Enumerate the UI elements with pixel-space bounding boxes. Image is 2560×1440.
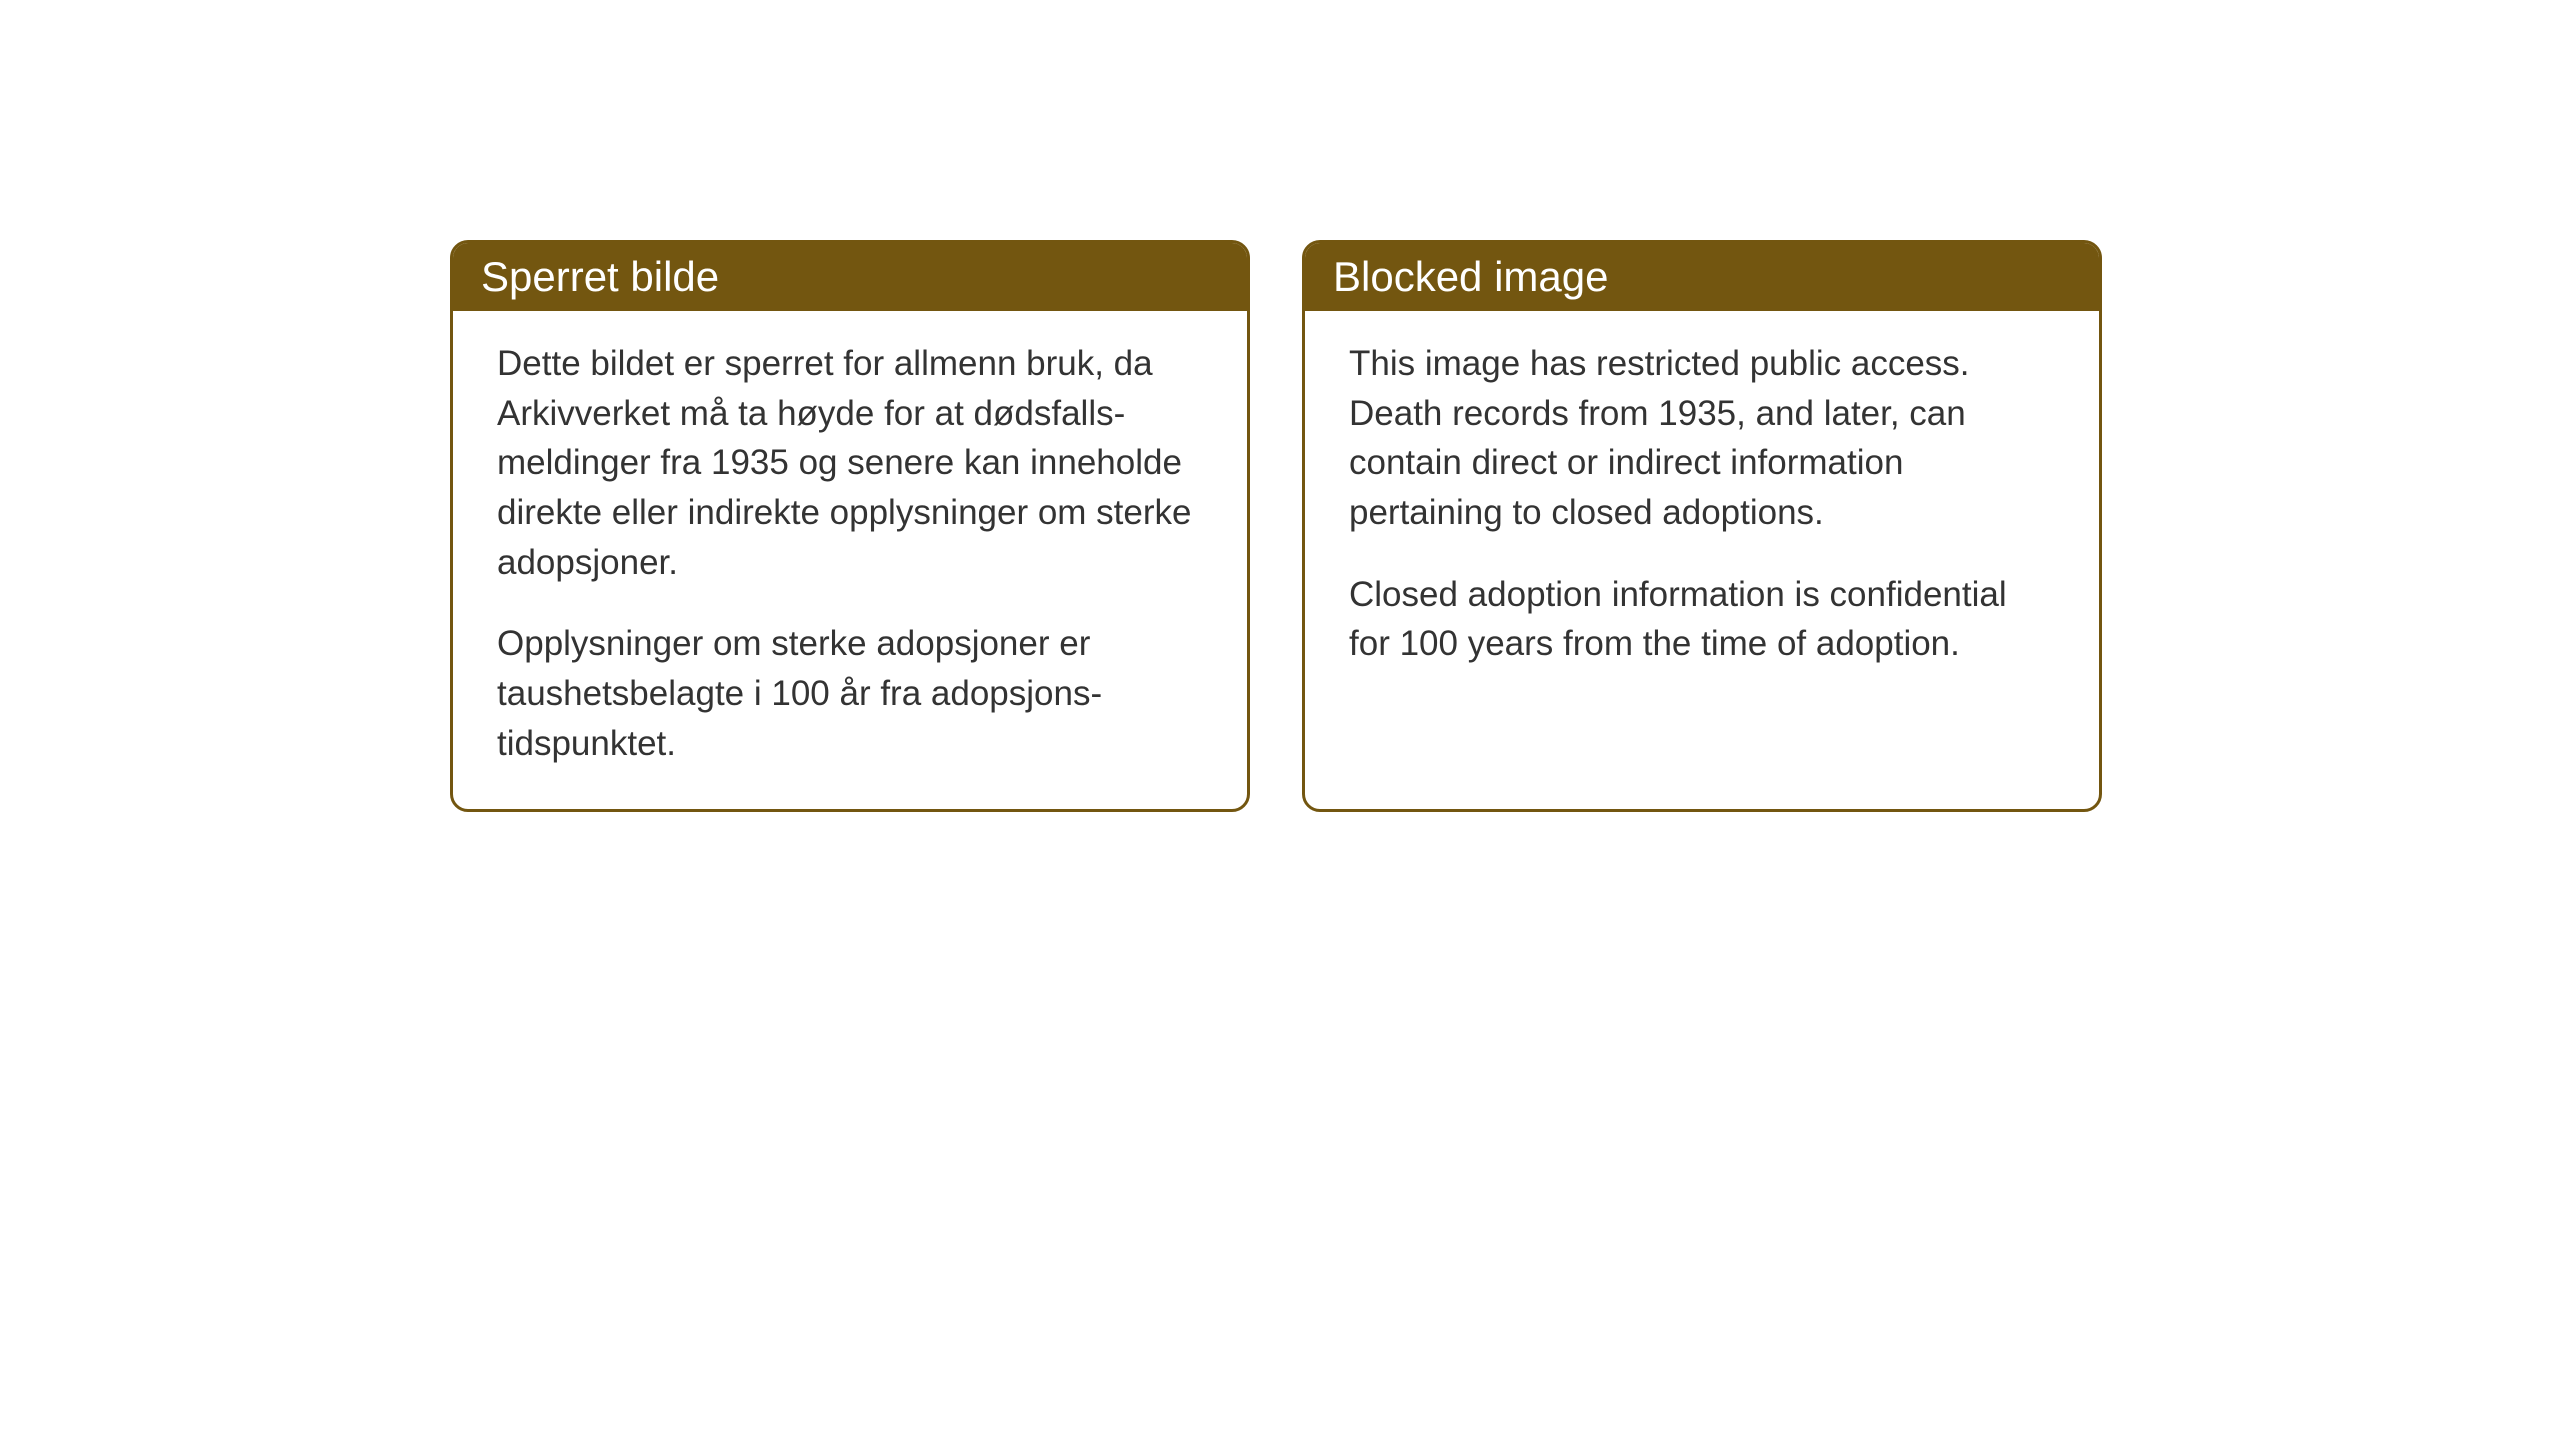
card-paragraph: Dette bildet er sperret for allmenn bruk… bbox=[497, 339, 1203, 587]
notice-card-english: Blocked image This image has restricted … bbox=[1302, 240, 2102, 812]
card-title: Sperret bilde bbox=[481, 253, 719, 300]
notice-card-norwegian: Sperret bilde Dette bildet er sperret fo… bbox=[450, 240, 1250, 812]
card-paragraph: Opplysninger om sterke adopsjoner er tau… bbox=[497, 619, 1203, 768]
card-title: Blocked image bbox=[1333, 253, 1608, 300]
card-header: Blocked image bbox=[1305, 243, 2099, 311]
card-paragraph: This image has restricted public access.… bbox=[1349, 339, 2055, 538]
card-header: Sperret bilde bbox=[453, 243, 1247, 311]
card-paragraph: Closed adoption information is confident… bbox=[1349, 570, 2055, 669]
card-body: This image has restricted public access.… bbox=[1305, 311, 2099, 711]
notice-cards-container: Sperret bilde Dette bildet er sperret fo… bbox=[450, 240, 2102, 812]
card-body: Dette bildet er sperret for allmenn bruk… bbox=[453, 311, 1247, 809]
